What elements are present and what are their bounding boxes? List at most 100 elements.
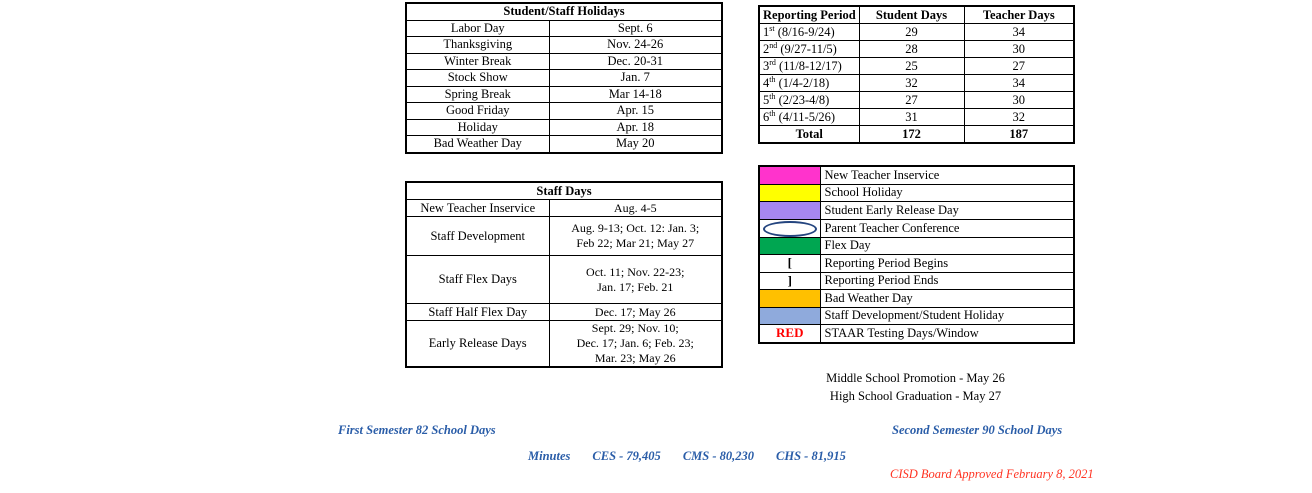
legend-row: [ Reporting Period Begins [758,254,1075,273]
reporting-header-row: Reporting Period Student Days Teacher Da… [758,5,1075,24]
legend-label: New Teacher Inservice [819,165,1075,185]
legend-label: Bad Weather Day [819,289,1075,308]
legend-swatch [758,306,821,325]
reporting-total-row: Total 172 187 [758,125,1075,144]
legend-symbol: [ [787,255,792,271]
holiday-name: Stock Show [405,69,550,87]
teacher-days-value: 34 [963,74,1075,92]
holidays-title-row: Student/Staff Holidays [405,2,723,21]
board-approved-note: CISD Board Approved February 8, 2021 [890,467,1094,481]
legend-row: ] Reporting Period Ends [758,271,1075,290]
legend-label: Staff Development/Student Holiday [819,306,1075,325]
student-staff-holidays-table: Student/Staff Holidays Labor Day Sept. 6… [405,2,723,154]
teacher-days-value: 27 [963,57,1075,75]
staff-day-row: New Teacher Inservice Aug. 4-5 [405,199,723,217]
staff-day-row: Staff Half Flex Day Dec. 17; May 26 [405,303,723,321]
legend-row: School Holiday [758,183,1075,202]
holiday-row: Winter Break Dec. 20-31 [405,52,723,70]
staff-day-dates: Aug. 9-13; Oct. 12: Jan. 3; Feb 22; Mar … [548,216,723,256]
high-school-graduation-note: High School Graduation - May 27 [829,389,1002,403]
holiday-row: Labor Day Sept. 6 [405,19,723,37]
holiday-row: Bad Weather Day May 20 [405,135,723,153]
holiday-row: Good Friday Apr. 15 [405,102,723,120]
teacher-days-value: 30 [963,91,1075,109]
staff-day-name: Staff Half Flex Day [405,303,550,321]
holiday-date: May 20 [548,135,723,153]
student-days-value: 32 [858,74,965,92]
holiday-row: Stock Show Jan. 7 [405,69,723,87]
legend-swatch [758,165,821,185]
staff-day-row: Staff Flex Days Oct. 11; Nov. 22-23; Jan… [405,255,723,304]
legend-row: Parent Teacher Conference [758,218,1075,238]
staff-day-name: Early Release Days [405,320,550,368]
holiday-name: Winter Break [405,52,550,70]
legend-label: Student Early Release Day [819,201,1075,220]
legend-row: Staff Development/Student Holiday [758,306,1075,325]
holiday-name: Holiday [405,118,550,136]
reporting-period-header: Reporting Period [758,5,860,24]
reporting-period-row: 3rd (11/8-12/17) 25 27 [758,57,1075,75]
student-days-value: 31 [858,108,965,126]
teacher-days-value: 34 [963,23,1075,41]
legend-swatch: ] [758,271,821,290]
legend-label: School Holiday [819,183,1075,202]
legend-label: Reporting Period Begins [819,254,1075,273]
legend-label: Reporting Period Ends [819,271,1075,290]
legend-swatch: [ [758,254,821,273]
reporting-period-label: 1st (8/16-9/24) [758,23,860,41]
staff-table-title: Staff Days [405,181,723,200]
legend-row: RED STAAR Testing Days/Window [758,324,1075,343]
holiday-name: Good Friday [405,102,550,120]
legend-label: Flex Day [819,236,1075,255]
legend-row: Flex Day [758,236,1075,255]
student-days-value: 29 [858,23,965,41]
legend-symbol: ] [787,272,792,288]
legend-swatch [758,236,821,255]
event-notes: Middle School Promotion - May 26 High Sc… [758,369,1073,405]
holiday-date: Apr. 15 [548,102,723,120]
holiday-date: Nov. 24-26 [548,36,723,54]
minutes-segment: CHS - 81,915 [776,449,846,463]
reporting-period-row: 6th (4/11-5/26) 31 32 [758,108,1075,126]
reporting-period-table: Reporting Period Student Days Teacher Da… [758,5,1075,144]
holiday-name: Bad Weather Day [405,135,550,153]
holiday-row: Thanksgiving Nov. 24-26 [405,36,723,54]
teacher-days-header: Teacher Days [963,5,1075,24]
legend-swatch [758,289,821,308]
total-student-days: 172 [858,125,965,144]
staff-day-name: Staff Flex Days [405,255,550,304]
reporting-period-row: 1st (8/16-9/24) 29 34 [758,23,1075,41]
reporting-period-label: 5th (2/23-4/8) [758,91,860,109]
staff-day-row: Staff Development Aug. 9-13; Oct. 12: Ja… [405,216,723,256]
holiday-name: Spring Break [405,85,550,103]
holiday-date: Sept. 6 [548,19,723,37]
reporting-period-row: 4th (1/4-2/18) 32 34 [758,74,1075,92]
parent-teacher-conference-ellipse-icon [762,220,817,237]
reporting-period-label: 3rd (11/8-12/17) [758,57,860,75]
staff-day-name: Staff Development [405,216,550,256]
minutes-note: Minutes CES - 79,405 CMS - 80,230 CHS - … [528,449,846,464]
middle-school-promotion-note: Middle School Promotion - May 26 [826,371,1005,385]
student-days-value: 25 [858,57,965,75]
reporting-period-label: 2nd (9/27-11/5) [758,40,860,58]
legend-row: New Teacher Inservice [758,165,1075,185]
second-semester-note: Second Semester 90 School Days [892,423,1063,437]
staff-day-dates: Sept. 29; Nov. 10; Dec. 17; Jan. 6; Feb.… [548,320,723,368]
legend-label: STAAR Testing Days/Window [819,324,1075,343]
legend-swatch [758,218,821,238]
student-days-value: 28 [858,40,965,58]
student-days-header: Student Days [858,5,965,24]
legend-swatch [758,183,821,202]
total-teacher-days: 187 [963,125,1075,144]
staff-day-name: New Teacher Inservice [405,199,550,217]
minutes-segment: Minutes [528,449,571,463]
legend-row: Bad Weather Day [758,289,1075,308]
teacher-days-value: 32 [963,108,1075,126]
legend-swatch [758,201,821,220]
staff-days-table: Staff Days New Teacher Inservice Aug. 4-… [405,181,723,368]
minutes-segment: CES - 79,405 [592,449,661,463]
student-days-value: 27 [858,91,965,109]
holiday-name: Thanksgiving [405,36,550,54]
legend-symbol: RED [776,325,804,341]
legend-label: Parent Teacher Conference [819,218,1075,238]
